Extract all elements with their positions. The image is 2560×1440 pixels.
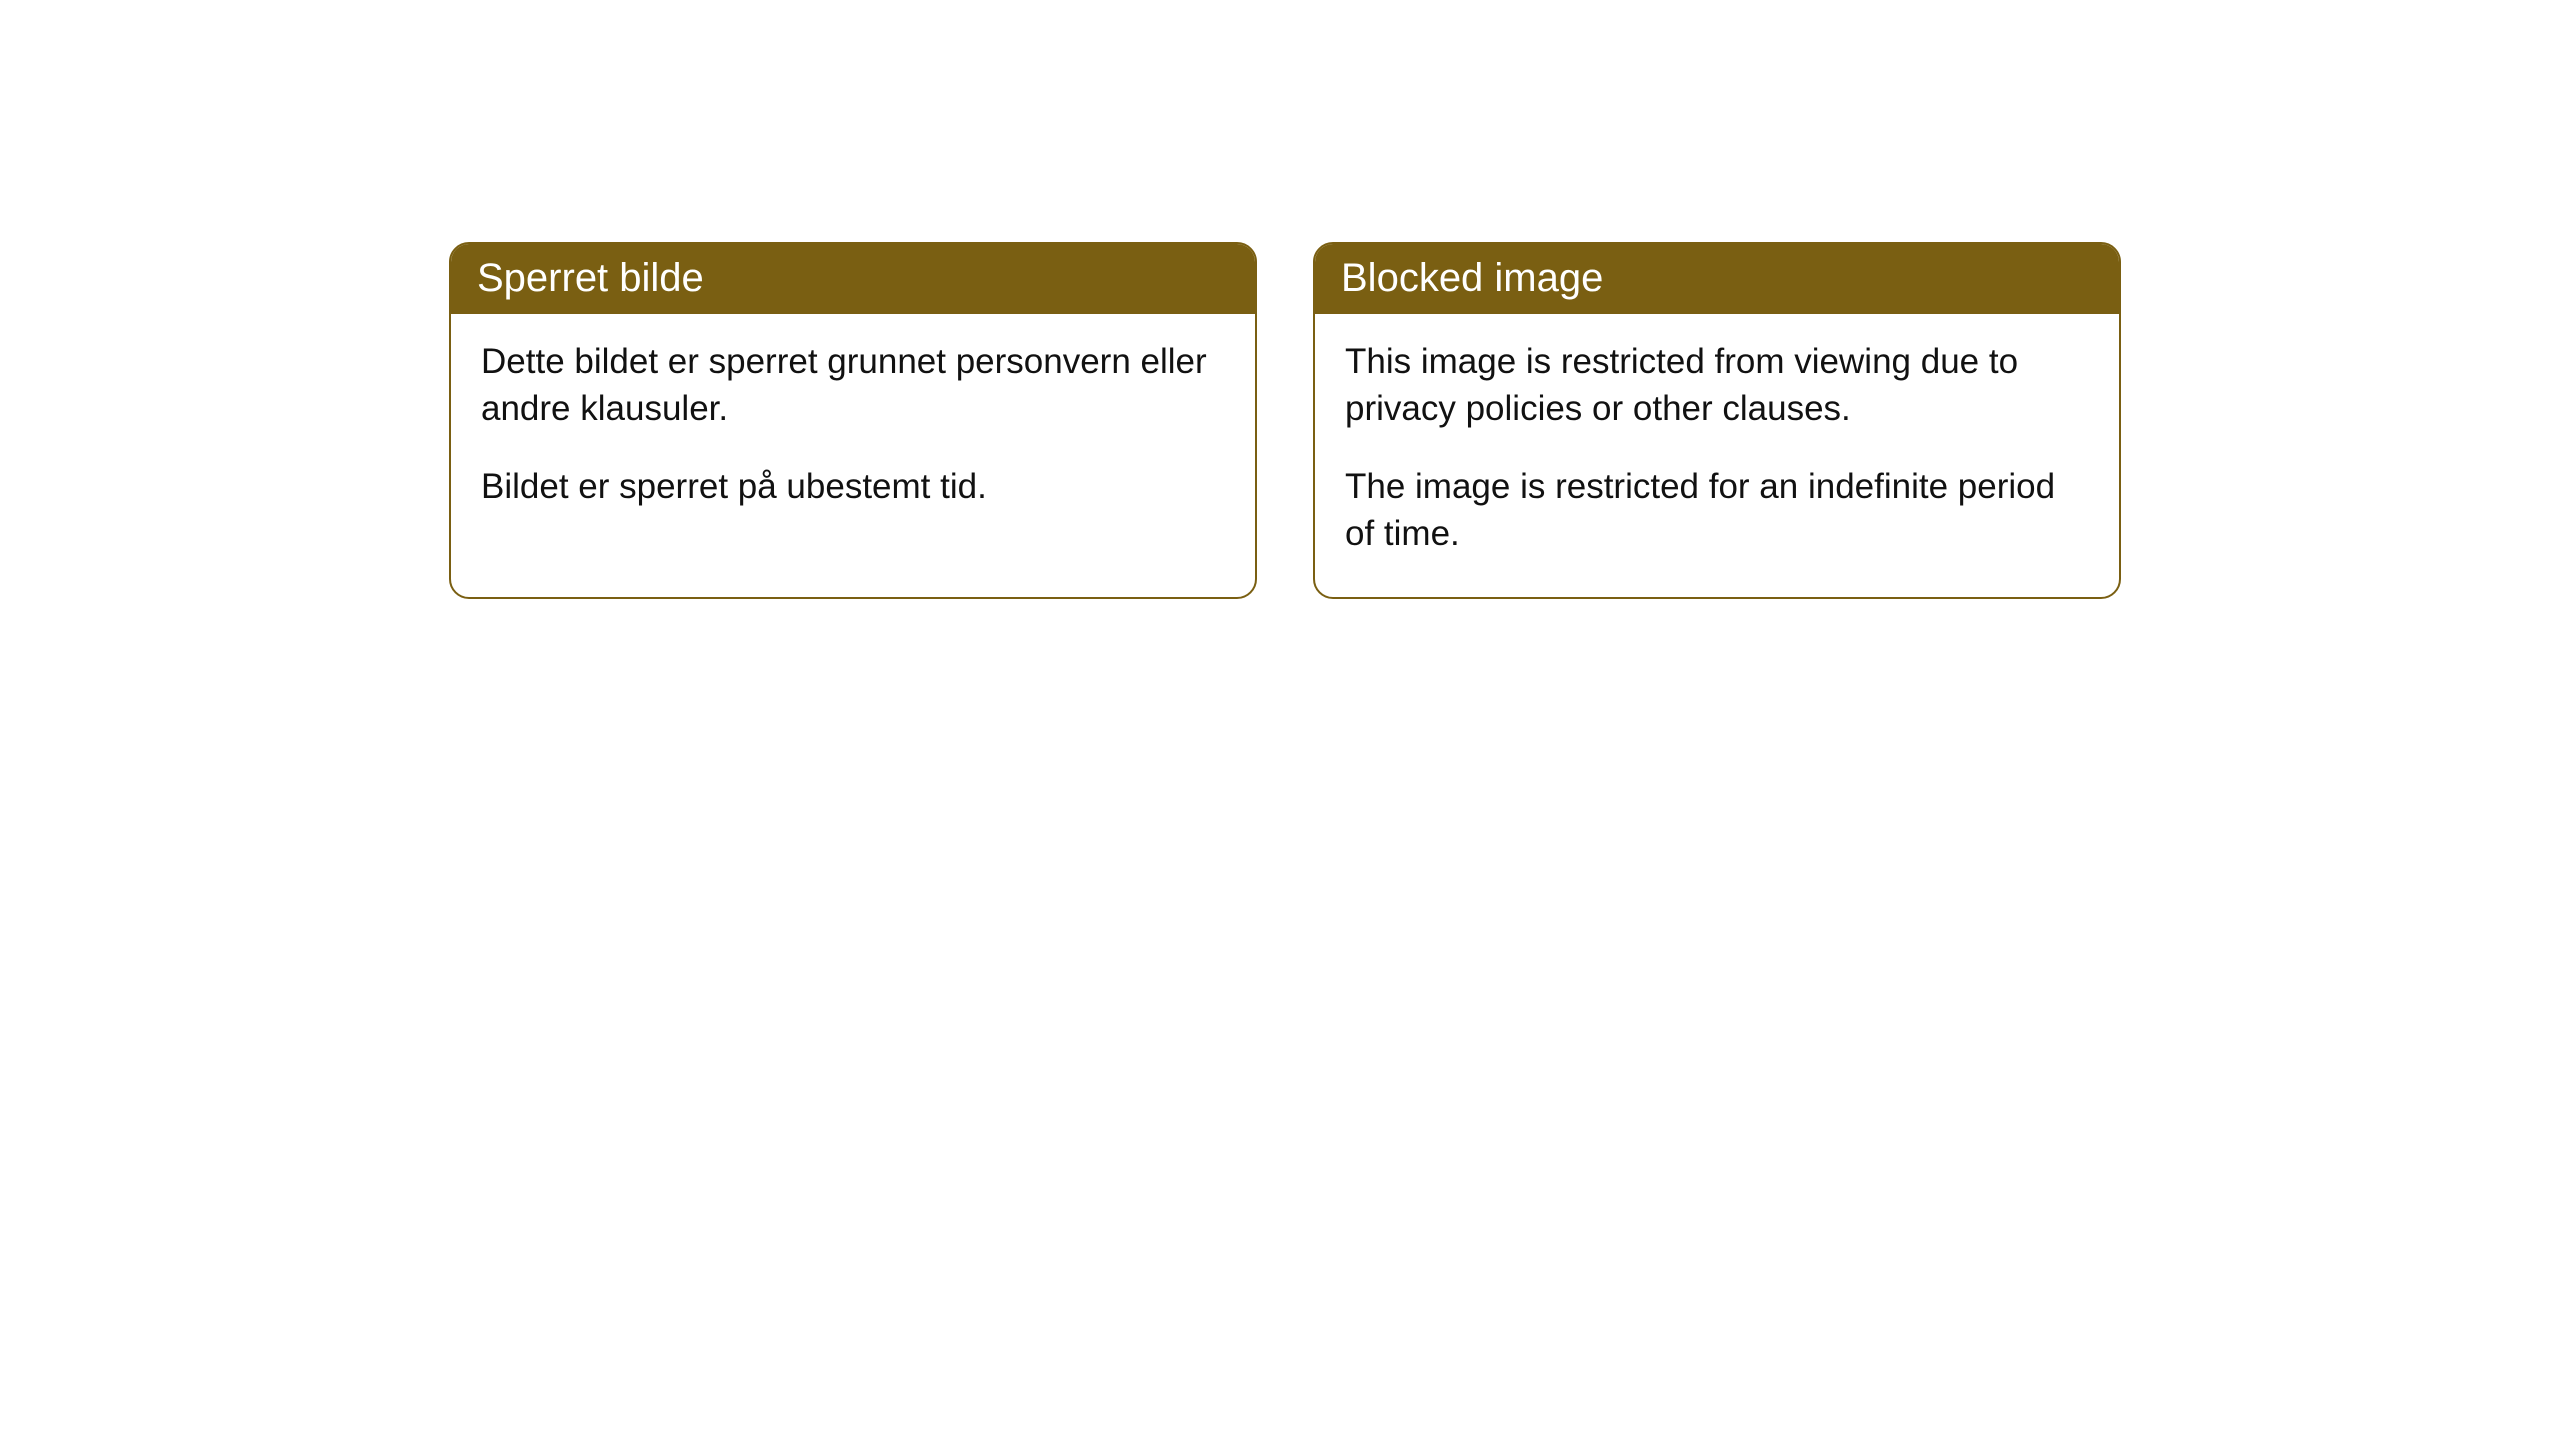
card-header-norwegian: Sperret bilde bbox=[451, 244, 1255, 314]
notice-card-english: Blocked image This image is restricted f… bbox=[1313, 242, 2121, 599]
notice-paragraph: The image is restricted for an indefinit… bbox=[1345, 463, 2089, 558]
notice-paragraph: This image is restricted from viewing du… bbox=[1345, 338, 2089, 433]
card-body-norwegian: Dette bildet er sperret grunnet personve… bbox=[451, 314, 1255, 550]
card-body-english: This image is restricted from viewing du… bbox=[1315, 314, 2119, 597]
notice-paragraph: Dette bildet er sperret grunnet personve… bbox=[481, 338, 1225, 433]
notice-cards-container: Sperret bilde Dette bildet er sperret gr… bbox=[449, 242, 2121, 599]
card-header-english: Blocked image bbox=[1315, 244, 2119, 314]
notice-paragraph: Bildet er sperret på ubestemt tid. bbox=[481, 463, 1225, 510]
notice-card-norwegian: Sperret bilde Dette bildet er sperret gr… bbox=[449, 242, 1257, 599]
